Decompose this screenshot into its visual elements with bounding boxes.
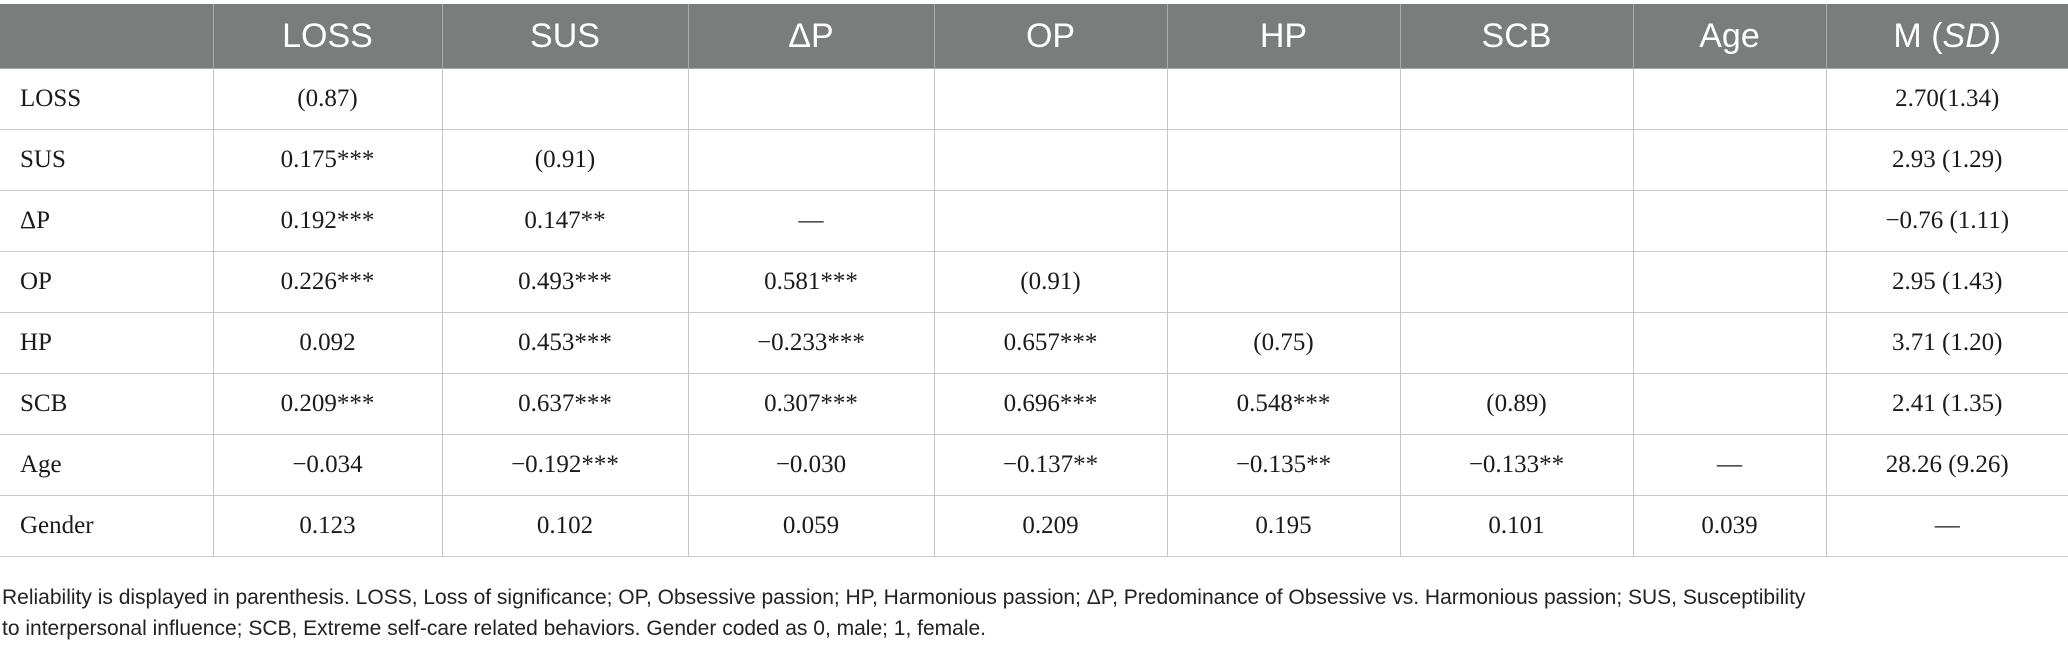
table-cell: −0.192*** — [442, 434, 689, 496]
table-cell: 0.195 — [1167, 495, 1401, 557]
table-cell: 0.209*** — [213, 373, 443, 435]
row-label: ΔP — [0, 190, 214, 252]
table-cell: 0.548*** — [1167, 373, 1401, 435]
row-label: OP — [0, 251, 214, 313]
table-cell: 0.092 — [213, 312, 443, 374]
table-cell: 0.102 — [442, 495, 689, 557]
correlation-table-container: LOSS SUS ΔP OP HP SCB Age M (SD) LOSS (0… — [0, 4, 2068, 557]
row-label: SUS — [0, 129, 214, 191]
table-row: SCB 0.209*** 0.637*** 0.307*** 0.696*** … — [0, 373, 2068, 435]
table-cell: 0.101 — [1400, 495, 1634, 557]
header-cell-mean-sd: M (SD) — [1826, 4, 2068, 69]
header-cell-age: Age — [1633, 4, 1827, 69]
table-row: SUS 0.175*** (0.91) 2.93 (1.29) — [0, 129, 2068, 191]
table-cell: −0.76 (1.11) — [1826, 190, 2068, 252]
table-cell: −0.034 — [213, 434, 443, 496]
table-cell: — — [688, 190, 935, 252]
table-cell: 3.71 (1.20) — [1826, 312, 2068, 374]
table-cell: 0.696*** — [934, 373, 1168, 435]
table-cell: 0.226*** — [213, 251, 443, 313]
table-cell: −0.133** — [1400, 434, 1634, 496]
table-cell — [1400, 312, 1634, 374]
table-cell: — — [1633, 434, 1827, 496]
table-cell — [1400, 251, 1634, 313]
header-cell-delta-p: ΔP — [688, 4, 935, 69]
footnote-line-2: to interpersonal influence; SCB, Extreme… — [2, 617, 987, 640]
table-cell: −0.135** — [1167, 434, 1401, 496]
table-cell: −0.030 — [688, 434, 935, 496]
table-cell — [1633, 373, 1827, 435]
header-mean-suffix: ) — [1989, 16, 2002, 55]
table-cell: 0.192*** — [213, 190, 443, 252]
header-cell-scb: SCB — [1400, 4, 1634, 69]
table-cell — [1633, 251, 1827, 313]
table-cell — [934, 129, 1168, 191]
table-cell: 2.41 (1.35) — [1826, 373, 2068, 435]
table-cell: 0.307*** — [688, 373, 935, 435]
table-cell — [1400, 68, 1634, 130]
table-row: LOSS (0.87) 2.70(1.34) — [0, 68, 2068, 130]
table-cell: 0.039 — [1633, 495, 1827, 557]
header-cell-loss: LOSS — [213, 4, 443, 69]
table-cell: 0.123 — [213, 495, 443, 557]
table-cell: 2.95 (1.43) — [1826, 251, 2068, 313]
table-cell — [1633, 129, 1827, 191]
table-cell: 0.059 — [688, 495, 935, 557]
table-cell — [1633, 68, 1827, 130]
table-cell: −0.233*** — [688, 312, 935, 374]
table-row: ΔP 0.192*** 0.147** — −0.76 (1.11) — [0, 190, 2068, 252]
table-cell: (0.87) — [213, 68, 443, 130]
table-cell: (0.91) — [442, 129, 689, 191]
table-cell: 0.147** — [442, 190, 689, 252]
table-cell: 0.637*** — [442, 373, 689, 435]
table-cell: 0.581*** — [688, 251, 935, 313]
table-cell — [934, 190, 1168, 252]
header-cell-blank — [0, 4, 214, 69]
table-cell — [1167, 68, 1401, 130]
table-cell: 0.209 — [934, 495, 1168, 557]
footnote-line-1: Reliability is displayed in parenthesis.… — [2, 586, 1806, 609]
row-label: HP — [0, 312, 214, 374]
table-cell: 2.70(1.34) — [1826, 68, 2068, 130]
table-cell — [1400, 190, 1634, 252]
table-header-row: LOSS SUS ΔP OP HP SCB Age M (SD) — [0, 4, 2068, 69]
table-cell: 0.657*** — [934, 312, 1168, 374]
header-cell-op: OP — [934, 4, 1168, 69]
table-cell — [1400, 129, 1634, 191]
table-cell: (0.75) — [1167, 312, 1401, 374]
row-label: LOSS — [0, 68, 214, 130]
row-label: Gender — [0, 495, 214, 557]
table-footnote: Reliability is displayed in parenthesis.… — [2, 582, 2062, 644]
table-cell — [934, 68, 1168, 130]
table-cell: (0.91) — [934, 251, 1168, 313]
header-mean-prefix: M ( — [1893, 16, 1943, 55]
table-row: HP 0.092 0.453*** −0.233*** 0.657*** (0.… — [0, 312, 2068, 374]
row-label: SCB — [0, 373, 214, 435]
table-cell: 0.453*** — [442, 312, 689, 374]
header-cell-sus: SUS — [442, 4, 689, 69]
header-sd-italic: SD — [1942, 16, 1990, 55]
table-cell: 2.93 (1.29) — [1826, 129, 2068, 191]
table-cell: 0.493*** — [442, 251, 689, 313]
table-cell — [1167, 251, 1401, 313]
table-cell: — — [1826, 495, 2068, 557]
table-row: Age −0.034 −0.192*** −0.030 −0.137** −0.… — [0, 434, 2068, 496]
table-row: Gender 0.123 0.102 0.059 0.209 0.195 0.1… — [0, 495, 2068, 557]
table-cell — [1633, 312, 1827, 374]
correlation-table: LOSS SUS ΔP OP HP SCB Age M (SD) LOSS (0… — [0, 4, 2068, 557]
table-row: OP 0.226*** 0.493*** 0.581*** (0.91) 2.9… — [0, 251, 2068, 313]
table-cell: 28.26 (9.26) — [1826, 434, 2068, 496]
table-cell: 0.175*** — [213, 129, 443, 191]
table-cell — [688, 68, 935, 130]
table-cell — [1167, 129, 1401, 191]
table-cell: (0.89) — [1400, 373, 1634, 435]
table-cell — [1167, 190, 1401, 252]
header-cell-hp: HP — [1167, 4, 1401, 69]
table-cell — [442, 68, 689, 130]
table-cell: −0.137** — [934, 434, 1168, 496]
table-cell — [1633, 190, 1827, 252]
row-label: Age — [0, 434, 214, 496]
table-cell — [688, 129, 935, 191]
